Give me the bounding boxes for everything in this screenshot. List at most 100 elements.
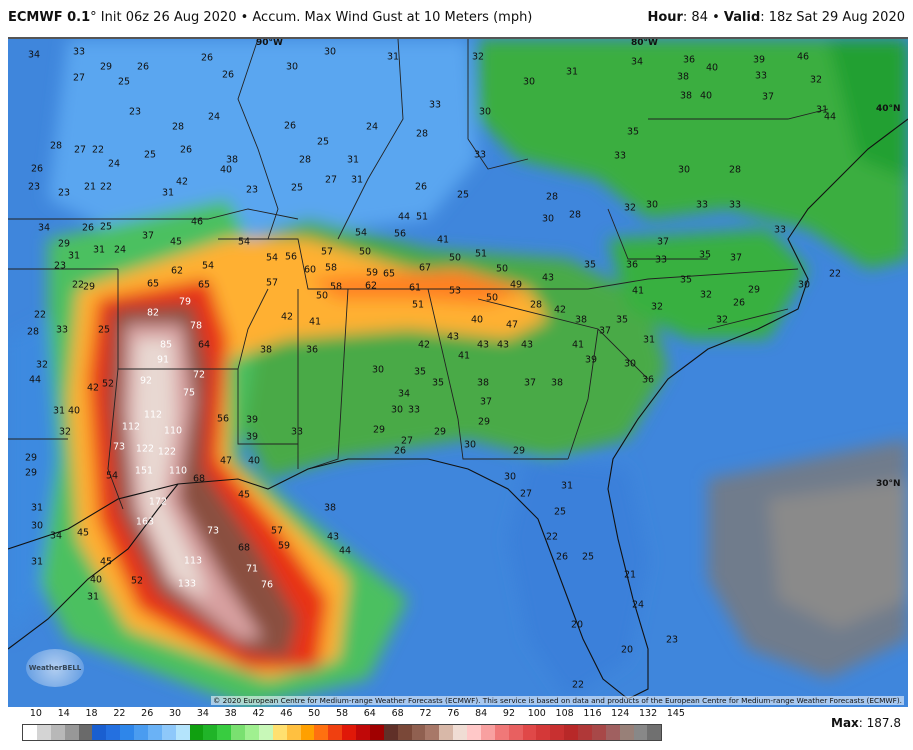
gust-value: 62 — [171, 266, 183, 277]
gust-value: 31 — [162, 188, 174, 199]
gust-value: 23 — [28, 182, 40, 193]
legend-swatch — [36, 725, 51, 740]
legend-swatch — [50, 725, 65, 740]
gust-value: 65 — [198, 280, 210, 291]
gust-value: 39 — [246, 415, 258, 426]
gust-value: 23 — [666, 635, 678, 646]
gust-value: 37 — [524, 378, 536, 389]
gust-value: 32 — [472, 52, 484, 63]
gust-value: 27 — [401, 436, 413, 447]
gust-value: 43 — [447, 332, 459, 343]
legend-label: 64 — [363, 708, 376, 719]
gust-value: 25 — [554, 507, 566, 518]
legend-swatch — [245, 725, 259, 740]
gust-value: 41 — [632, 286, 644, 297]
gust-value: 37 — [730, 253, 742, 264]
legend-swatch — [480, 725, 495, 740]
gust-value: 38 — [680, 91, 692, 102]
legend-label: 30 — [168, 708, 182, 719]
legend-label: 50 — [308, 708, 321, 719]
gust-value: 33 — [655, 255, 667, 266]
gust-value: 43 — [521, 340, 533, 351]
gust-value: 46 — [797, 52, 809, 63]
gust-value: 32 — [810, 75, 822, 86]
gust-value: 30 — [479, 107, 491, 118]
gust-value: 76 — [261, 580, 273, 591]
init-description: ° Init 06z 26 Aug 2020 • Accum. Max Wind… — [90, 10, 533, 25]
gust-value: 163 — [136, 517, 154, 528]
gust-value: 92 — [140, 376, 152, 387]
gust-value: 22 — [829, 269, 841, 280]
gust-value: 32 — [716, 315, 728, 326]
gust-value: 36 — [626, 260, 638, 271]
gust-value: 32 — [624, 203, 636, 214]
gust-value: 38 — [477, 378, 489, 389]
gust-value: 25 — [457, 190, 469, 201]
gust-value: 28 — [172, 122, 184, 133]
legend-swatch — [411, 725, 426, 740]
legend-swatch — [120, 725, 134, 740]
gust-value: 113 — [184, 556, 202, 567]
gust-value: 71 — [246, 564, 258, 575]
gust-value: 26 — [82, 223, 94, 234]
gust-value: 36 — [642, 375, 654, 386]
gust-value: 38 — [575, 315, 587, 326]
legend-swatch — [134, 725, 148, 740]
gust-value: 29 — [100, 62, 112, 73]
gust-value: 65 — [147, 279, 159, 290]
gust-value: 25 — [291, 183, 303, 194]
gust-value: 33 — [755, 71, 767, 82]
legend-swatch — [203, 725, 218, 740]
gust-value: 41 — [572, 340, 584, 351]
gust-value: 68 — [193, 474, 205, 485]
gust-value: 30 — [798, 280, 810, 291]
gust-value: 40 — [248, 456, 260, 467]
legend-swatch — [633, 725, 648, 740]
gust-value: 54 — [202, 261, 214, 272]
gust-value: 33 — [408, 405, 420, 416]
gust-value: 51 — [475, 249, 487, 260]
legend-label: 46 — [280, 708, 293, 719]
gust-value: 33 — [291, 427, 303, 438]
legend-label: 68 — [391, 708, 404, 719]
legend-swatch — [536, 725, 551, 740]
gust-value: 26 — [201, 53, 213, 64]
gust-value: 39 — [246, 432, 258, 443]
gust-value: 133 — [178, 579, 196, 590]
map-title: ECMWF 0.1° Init 06z 26 Aug 2020 • Accum.… — [8, 10, 532, 25]
gust-value: 44 — [29, 375, 41, 386]
legend-swatch — [383, 725, 398, 740]
coastline — [8, 118, 908, 700]
gust-value: 42 — [281, 312, 293, 323]
legend-label: 100 — [527, 708, 546, 719]
gust-value: 31 — [387, 52, 399, 63]
legend-swatch — [453, 725, 467, 740]
gust-value: 26 — [556, 552, 568, 563]
valid-label: Valid — [723, 10, 761, 25]
color-legend: 10 14 18 22 26 30 34 38 42 46 50 58 64 68 72 76 84 92 100 1… — [22, 708, 685, 741]
gust-value: 73 — [113, 442, 125, 453]
gust-value: 42 — [176, 177, 188, 188]
gust-value: 25 — [144, 150, 156, 161]
gust-value: 56 — [285, 252, 297, 263]
legend-swatch — [619, 725, 634, 740]
legend-swatch — [286, 725, 301, 740]
gust-value: 34 — [398, 389, 410, 400]
gust-value: 30 — [464, 440, 476, 451]
gust-value: 61 — [409, 283, 421, 294]
max-label: Max — [831, 716, 859, 730]
legend-label: 132 — [639, 708, 658, 719]
legend-label: 108 — [555, 708, 574, 719]
legend-swatch — [147, 725, 162, 740]
gust-value: 28 — [416, 129, 428, 140]
gust-value: 35 — [680, 275, 692, 286]
gust-value: 22 — [100, 182, 112, 193]
gust-value: 56 — [394, 229, 406, 240]
legend-swatch — [217, 725, 232, 740]
legend-swatch — [369, 725, 384, 740]
gust-value: 31 — [53, 406, 65, 417]
legend-swatch — [106, 725, 121, 740]
gust-value: 34 — [38, 223, 50, 234]
gust-value: 45 — [170, 237, 182, 248]
legend-swatch — [64, 725, 79, 740]
